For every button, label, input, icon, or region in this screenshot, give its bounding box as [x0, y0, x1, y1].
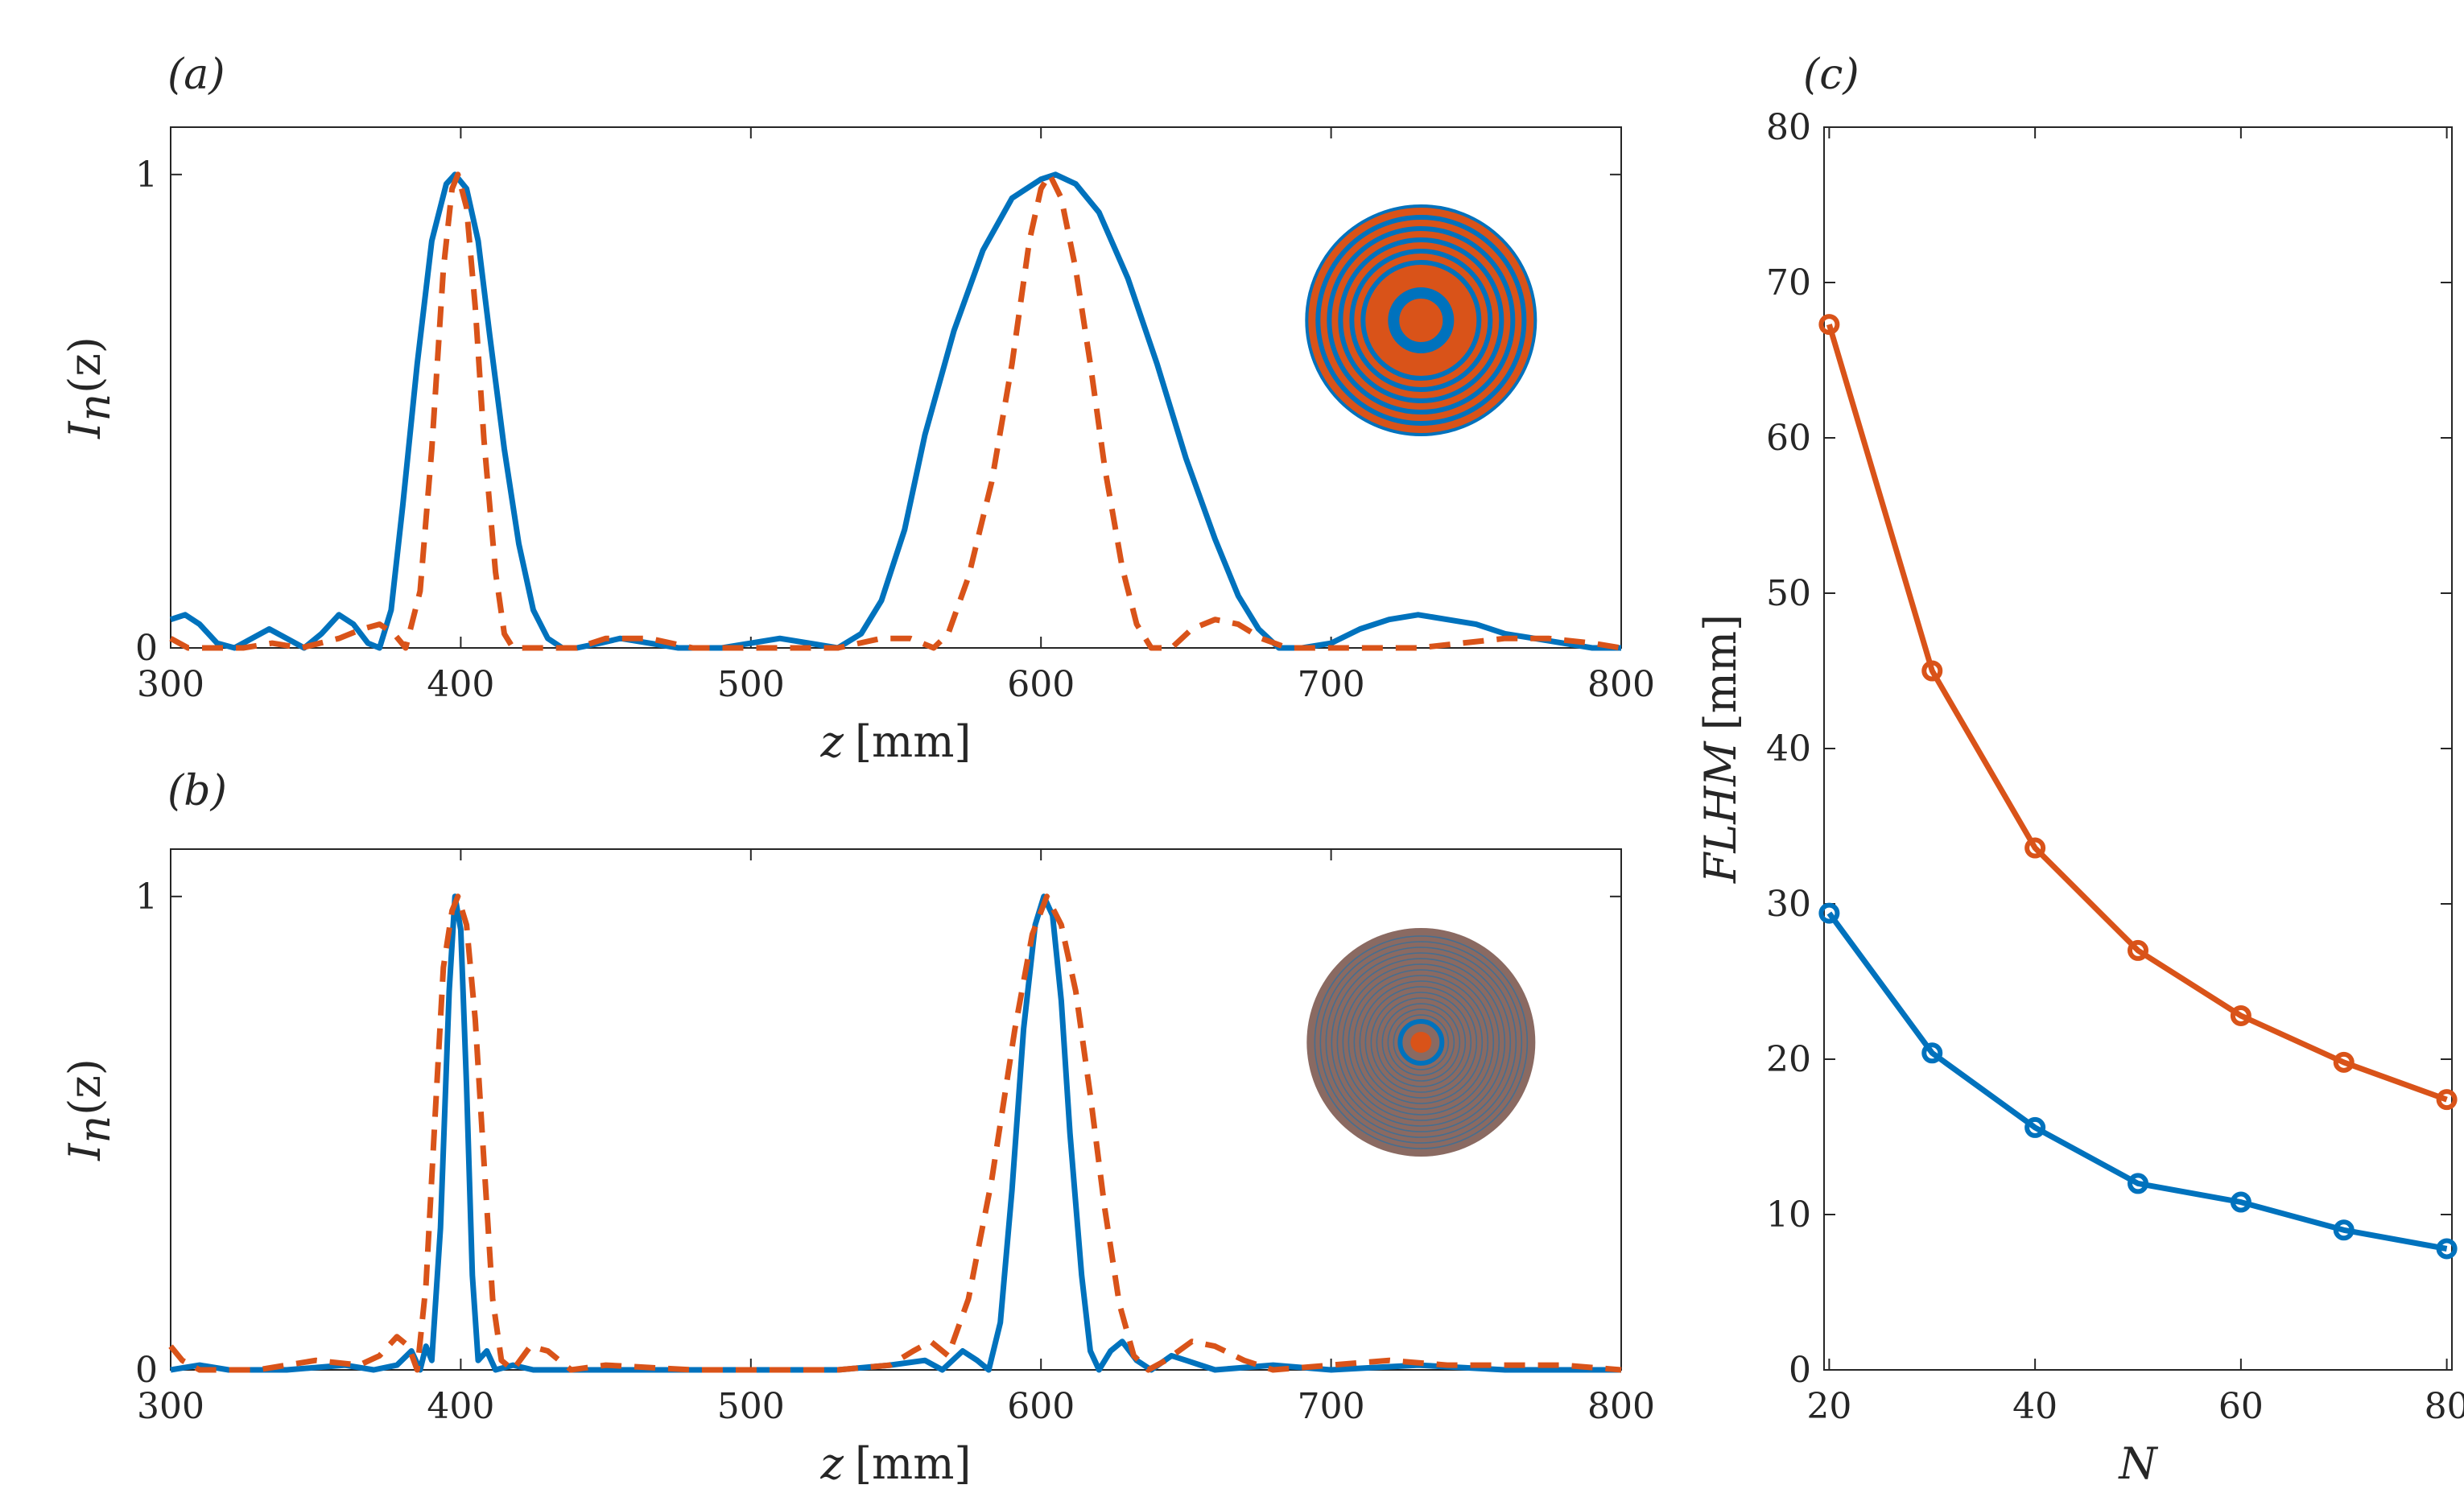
- axes-box-a: [170, 126, 1622, 649]
- chart-a: 300 400 500 600 700 800 0 1 z [mm] In(z): [60, 126, 1655, 767]
- data-point-lower: [2436, 1238, 2458, 1260]
- y-tick-label: 40: [1766, 728, 1811, 769]
- y-axis-label: FLHM[mm]: [1695, 614, 1746, 884]
- x-tick-label: 600: [1007, 1386, 1075, 1427]
- zone-plate-fine-icon: [1306, 928, 1536, 1157]
- x-tick-label: 800: [1587, 664, 1655, 705]
- data-point-upper: [2333, 1051, 2355, 1073]
- zone-ring: [1348, 969, 1495, 1116]
- zone-ring: [1327, 226, 1516, 415]
- y-tick-label: 50: [1766, 573, 1811, 614]
- y-tick-label: 0: [135, 628, 158, 669]
- data-point-lower: [2128, 1173, 2148, 1194]
- y-tick-label: 20: [1766, 1039, 1811, 1080]
- x-tick-label: 400: [427, 664, 494, 705]
- x-tick-label: 800: [1587, 1386, 1655, 1427]
- panel-label-c: (c): [1803, 51, 1859, 99]
- zone-ring-center: [1388, 287, 1455, 353]
- series-line-lower: [1826, 911, 2448, 1252]
- y-tick-label: 1: [135, 155, 158, 196]
- zone-ring: [1364, 986, 1478, 1099]
- axes-box-b: [170, 848, 1622, 1371]
- zone-ring: [1360, 260, 1482, 381]
- data-point-upper: [2230, 1004, 2251, 1026]
- series-line-dashed: [168, 893, 1622, 1373]
- zone-ring: [1359, 980, 1484, 1104]
- data-point-lower: [1818, 902, 1840, 924]
- y-tick-label: 30: [1766, 884, 1811, 925]
- y-tick-label: 80: [1766, 107, 1811, 148]
- zone-ring: [1342, 963, 1500, 1121]
- zone-ring: [1349, 249, 1493, 392]
- series-line-dashed: [169, 171, 1622, 651]
- y-axis-label: In(z): [60, 336, 120, 439]
- data-point-lower: [1921, 1042, 1943, 1064]
- zone-ring: [1315, 215, 1527, 426]
- x-tick-label: 80: [2425, 1386, 2464, 1427]
- zone-ring: [1393, 1014, 1450, 1070]
- x-tick-label: 40: [2012, 1386, 2057, 1427]
- x-axis-label: z [mm]: [820, 716, 972, 767]
- series-line-solid: [170, 893, 1621, 1373]
- zone-ring: [1376, 997, 1467, 1087]
- y-tick-label: 70: [1766, 262, 1811, 303]
- y-tick-label: 60: [1766, 418, 1811, 459]
- data-point-lower: [2024, 1116, 2046, 1138]
- x-tick-label: 60: [2218, 1386, 2264, 1427]
- zone-plate-coarse-icon: [1305, 204, 1537, 436]
- y-tick-label: 0: [135, 1350, 158, 1391]
- data-point-upper: [1921, 660, 1943, 682]
- data-point-lower: [2333, 1219, 2355, 1241]
- x-tick-label: 600: [1007, 664, 1075, 705]
- data-point-upper: [2128, 939, 2148, 961]
- zone-ring: [1331, 952, 1512, 1132]
- x-tick-label: 500: [717, 664, 785, 705]
- zone-ring: [1370, 992, 1472, 1093]
- zone-ring: [1353, 975, 1489, 1110]
- x-tick-label: 700: [1298, 664, 1365, 705]
- chart-c: 20 40 60 80 0 10 20 30 40 50 60 70 80 N FLHM[mm]: [1695, 107, 2464, 1489]
- zone-ring: [1336, 958, 1506, 1127]
- x-tick-label: 20: [1806, 1386, 1851, 1427]
- zone-ring: [1325, 947, 1517, 1138]
- data-point-upper: [2024, 837, 2046, 859]
- data-point-upper: [2436, 1089, 2458, 1111]
- x-tick-label: 500: [717, 1386, 785, 1427]
- zone-ring-outer: [1305, 204, 1537, 436]
- chart-b: 300 400 500 600 700 800 0 1 z [mm] In(z): [60, 848, 1655, 1489]
- zone-ring: [1319, 941, 1523, 1144]
- x-tick-label: 300: [137, 664, 204, 705]
- y-axis-label: In(z): [60, 1058, 120, 1161]
- series-line-upper: [1826, 324, 2448, 1103]
- zone-ring: [1397, 1019, 1445, 1066]
- data-point-upper: [1818, 314, 1840, 336]
- zone-ring: [1387, 1008, 1455, 1076]
- x-axis-label: N: [2117, 1438, 2158, 1489]
- zone-ring: [1381, 1003, 1461, 1082]
- y-tick-label: 1: [135, 876, 158, 918]
- x-axis-label: z [mm]: [820, 1438, 972, 1489]
- panel-label-a: (a): [167, 51, 225, 99]
- zone-ring: [1338, 237, 1504, 403]
- x-tick-label: 300: [137, 1386, 204, 1427]
- data-point-lower: [2230, 1191, 2251, 1213]
- x-tick-label: 700: [1298, 1386, 1365, 1427]
- zone-ring-center: [1410, 1032, 1432, 1053]
- y-tick-label: 0: [1789, 1350, 1811, 1391]
- x-tick-label: 400: [427, 1386, 494, 1427]
- zone-ring: [1314, 935, 1529, 1149]
- panel-label-b: (b): [167, 767, 227, 815]
- y-tick-label: 10: [1766, 1194, 1811, 1235]
